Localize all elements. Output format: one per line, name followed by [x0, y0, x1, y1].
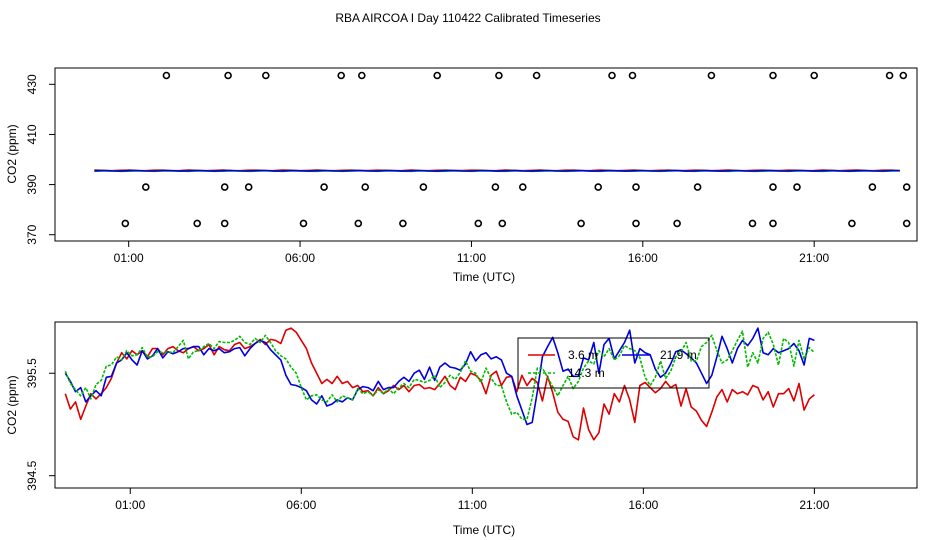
top-marker-0-5: [433, 71, 442, 80]
series-line-14.3m: [64, 330, 815, 421]
top-marker-1-10: [693, 183, 702, 191]
top-marker-2-9: [632, 219, 640, 228]
top-marker-2-5: [399, 219, 407, 228]
top-marker-1-7: [518, 183, 527, 191]
top-marker-1-14: [902, 183, 911, 191]
top-marker-0-12: [810, 71, 819, 80]
top-marker-0-9: [628, 71, 637, 80]
top-y-tick-label-390: 390: [25, 174, 39, 194]
legend-label-21.9m: 21.9 m: [660, 348, 697, 362]
top-marker-1-5: [419, 183, 428, 191]
top-marker-1-11: [769, 183, 777, 191]
top-plot-frame: [54, 67, 918, 242]
top-marker-0-0: [162, 71, 171, 80]
bottom-y-axis-label: CO2 (ppm): [5, 375, 19, 434]
top-marker-2-12: [769, 219, 777, 228]
top-marker-0-14: [899, 71, 908, 80]
top-marker-1-3: [320, 183, 328, 191]
top-panel: Time (UTC) CO2 (ppm) 01:00 06:00 11:00 16:0…: [5, 67, 918, 284]
top-marker-0-1: [224, 71, 232, 80]
top-marker-2-8: [577, 219, 585, 228]
bottom-x-tick-label-06:00: 06:00: [286, 498, 316, 512]
series-line-3.6m: [64, 327, 815, 441]
series-line-21.9m: [64, 327, 815, 426]
top-y-tick-label-370: 370: [25, 224, 39, 244]
top-marker-0-7: [532, 71, 541, 80]
top-marker-2-3: [299, 219, 308, 228]
bottom-y-tick-label-395.5: 395.5: [25, 358, 39, 388]
bottom-x-tick-label-11:00: 11:00: [458, 498, 487, 512]
top-marker-0-3: [337, 71, 346, 80]
bottom-panel: Time (UTC) CO2 (ppm) 01:00 06:00 11:00 16:0…: [5, 321, 918, 537]
bottom-x-tick-label-21:00: 21:00: [799, 498, 829, 512]
top-marker-2-1: [193, 219, 201, 228]
legend: 3.6 m 21.9 m 14.3 m: [517, 337, 710, 389]
top-marker-0-2: [261, 71, 270, 80]
bottom-x-tick-label-01:00: 01:00: [115, 498, 145, 512]
top-marker-1-6: [491, 183, 500, 191]
legend-box: [517, 337, 710, 389]
top-marker-1-0: [142, 183, 150, 191]
top-marker-2-4: [354, 219, 363, 228]
legend-label-3.6m: 3.6 m: [568, 348, 598, 362]
top-marker-1-2: [244, 183, 253, 191]
top-marker-2-13: [848, 219, 856, 228]
top-marker-2-7: [498, 219, 507, 228]
top-marker-2-10: [673, 219, 681, 228]
top-x-tick-label-16:00: 16:00: [628, 251, 658, 265]
top-marker-0-10: [707, 71, 716, 80]
legend-label-14.3m: 14.3 m: [568, 366, 605, 380]
top-marker-2-0: [121, 219, 130, 228]
top-series-blue: [94, 169, 900, 172]
bottom-y-tick-label-394.5: 394.5: [25, 460, 39, 490]
top-marker-1-13: [868, 183, 877, 191]
top-x-tick-label-06:00: 06:00: [285, 251, 315, 265]
top-marker-0-4: [357, 71, 366, 80]
top-marker-1-8: [594, 183, 603, 191]
top-marker-1-4: [361, 183, 370, 191]
chart-title: RBA AIRCOA I Day 110422 Calibrated Times…: [335, 11, 600, 25]
top-marker-1-12: [793, 183, 801, 191]
top-marker-2-6: [474, 219, 483, 228]
top-x-tick-label-21:00: 21:00: [799, 251, 829, 265]
top-x-axis-label: Time (UTC): [453, 270, 515, 284]
top-marker-0-8: [608, 71, 616, 80]
top-y-axis-label: CO2 (ppm): [5, 124, 19, 183]
bottom-x-axis-label: Time (UTC): [453, 523, 515, 537]
top-marker-0-11: [769, 71, 777, 80]
top-marker-2-11: [748, 219, 757, 228]
top-marker-2-14: [902, 219, 911, 228]
bottom-x-tick-label-16:00: 16:00: [628, 498, 658, 512]
top-x-tick-label-11:00: 11:00: [457, 251, 486, 265]
top-marker-1-1: [220, 183, 229, 191]
bottom-plot-frame: [54, 321, 918, 489]
top-marker-1-9: [632, 183, 640, 191]
top-marker-2-2: [220, 219, 229, 228]
top-marker-0-6: [495, 71, 503, 80]
top-marker-0-13: [885, 71, 894, 80]
top-x-tick-label-01:00: 01:00: [114, 251, 144, 265]
top-y-tick-label-410: 410: [25, 124, 39, 144]
top-y-tick-label-430: 430: [25, 74, 39, 94]
